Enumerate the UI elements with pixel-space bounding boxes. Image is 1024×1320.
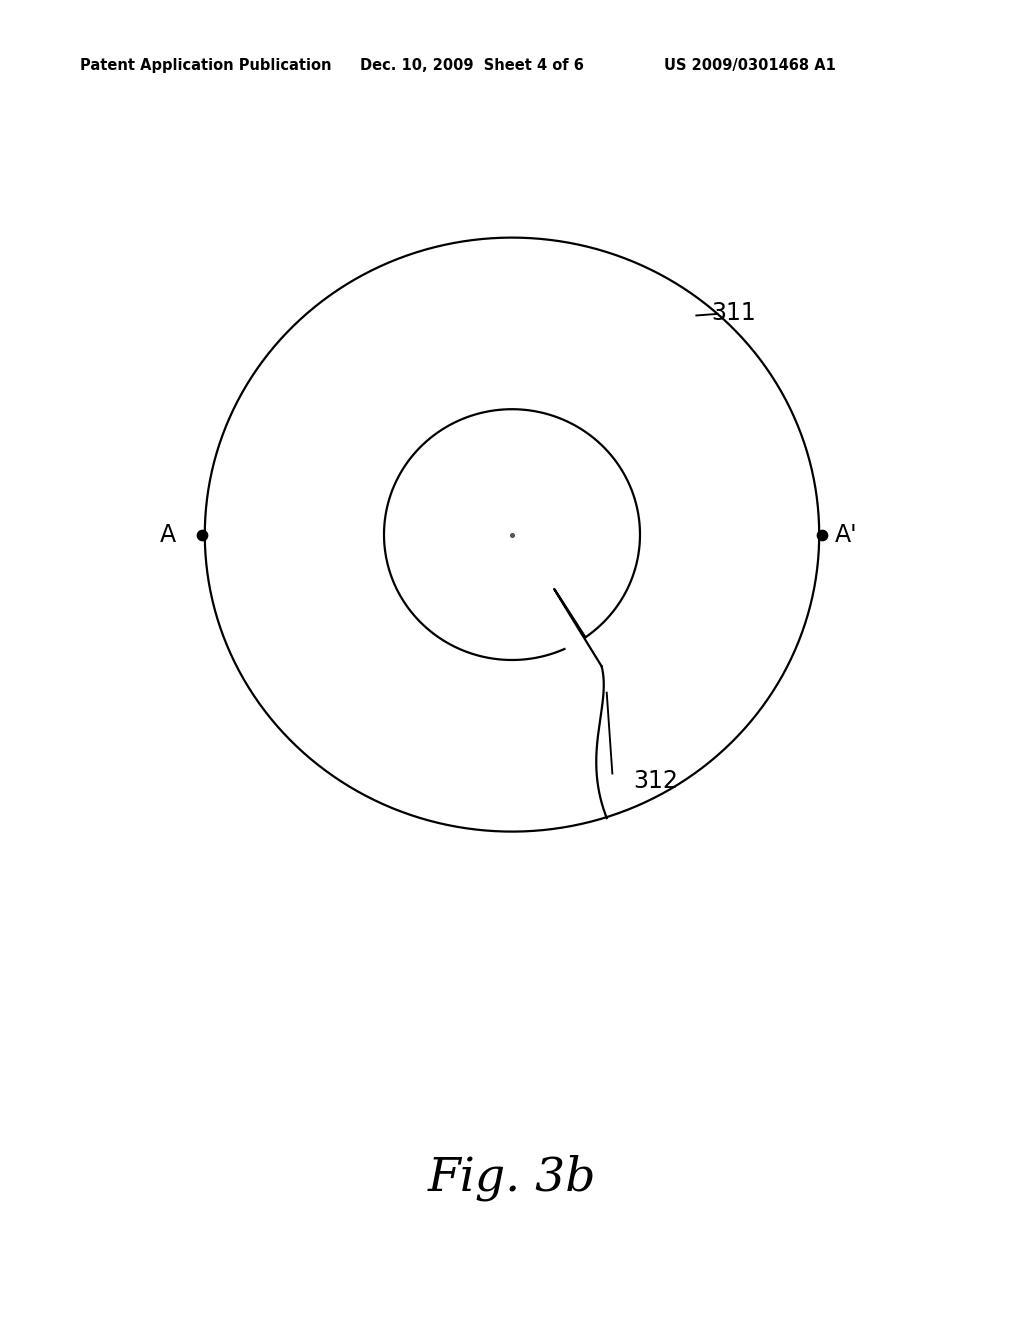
Point: [814, 524, 830, 545]
Point: [504, 524, 520, 545]
Text: A': A': [835, 523, 857, 546]
Text: A: A: [160, 523, 176, 546]
Point: [194, 524, 210, 545]
Text: 312: 312: [633, 770, 678, 793]
Text: Dec. 10, 2009  Sheet 4 of 6: Dec. 10, 2009 Sheet 4 of 6: [360, 58, 585, 73]
Text: US 2009/0301468 A1: US 2009/0301468 A1: [664, 58, 836, 73]
Text: 311: 311: [712, 301, 757, 325]
Text: Patent Application Publication: Patent Application Publication: [80, 58, 332, 73]
Text: Fig. 3b: Fig. 3b: [428, 1154, 596, 1201]
